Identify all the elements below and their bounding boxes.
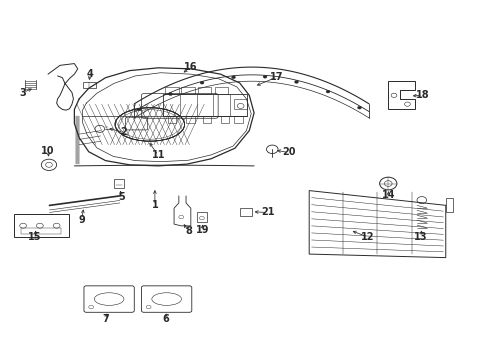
Text: 17: 17	[270, 72, 283, 82]
Text: 5: 5	[118, 192, 124, 202]
Text: 10: 10	[41, 146, 55, 156]
Bar	[165, 86, 179, 94]
Bar	[167, 117, 176, 123]
Text: 16: 16	[183, 62, 197, 72]
Text: 21: 21	[260, 207, 274, 217]
Text: 6: 6	[162, 314, 168, 324]
Text: 15: 15	[28, 232, 42, 242]
Bar	[233, 117, 242, 123]
Text: 14: 14	[381, 190, 394, 200]
Bar	[198, 86, 211, 94]
Bar	[203, 117, 211, 123]
Text: 3: 3	[20, 87, 26, 98]
Bar	[220, 117, 229, 123]
Bar	[20, 228, 61, 234]
Text: 13: 13	[413, 232, 427, 242]
Bar	[214, 86, 228, 94]
Circle shape	[137, 108, 141, 111]
Bar	[196, 212, 207, 222]
Bar	[82, 82, 96, 88]
Bar	[239, 208, 251, 216]
Circle shape	[294, 81, 298, 84]
Text: 19: 19	[195, 225, 209, 235]
Text: 9: 9	[78, 215, 85, 225]
Text: 7: 7	[102, 314, 109, 324]
Bar	[185, 117, 194, 123]
Text: 1: 1	[151, 201, 158, 210]
Text: 4: 4	[87, 69, 93, 79]
Text: 20: 20	[281, 148, 295, 157]
Circle shape	[263, 75, 266, 78]
Bar	[445, 198, 452, 212]
Circle shape	[325, 90, 329, 93]
Circle shape	[168, 93, 172, 95]
Bar	[114, 179, 123, 188]
Bar	[163, 94, 246, 117]
Bar	[14, 214, 68, 237]
Text: 8: 8	[184, 226, 191, 236]
Text: 18: 18	[415, 90, 428, 100]
Text: 11: 11	[151, 150, 164, 160]
Bar	[233, 99, 246, 109]
Bar	[181, 86, 194, 94]
Circle shape	[200, 81, 203, 84]
Circle shape	[231, 76, 235, 79]
Ellipse shape	[115, 108, 184, 141]
Circle shape	[357, 106, 361, 109]
Text: 12: 12	[361, 232, 374, 242]
Text: 2: 2	[120, 127, 127, 138]
